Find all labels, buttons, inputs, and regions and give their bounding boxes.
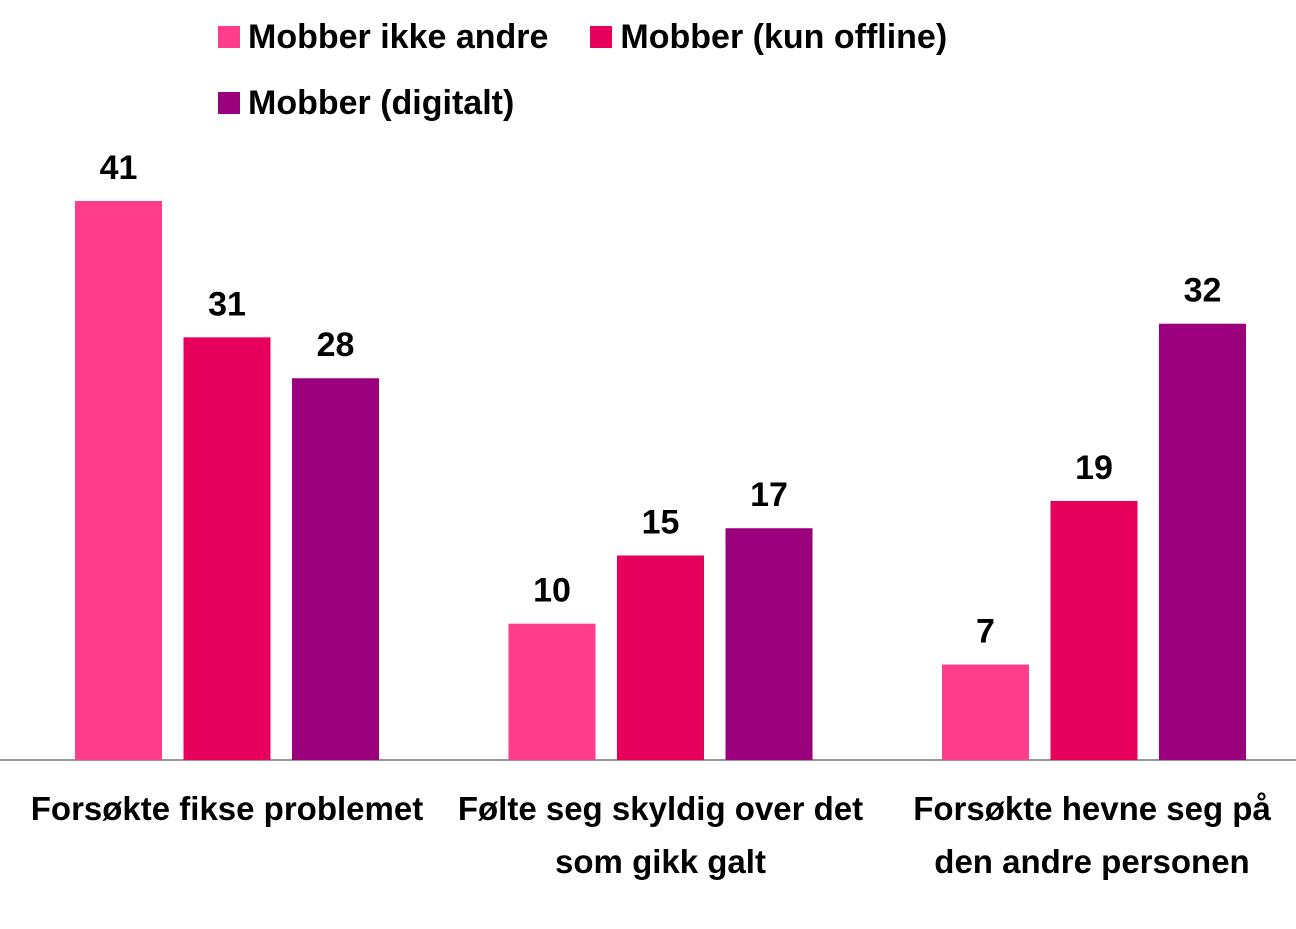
value-label: 15 [642,503,680,541]
value-label: 19 [1075,449,1113,487]
bar [508,623,596,760]
bar [1159,323,1246,760]
legend-swatch [218,26,240,48]
x-tick-label: Forsøkte fikse problemet [30,790,424,827]
value-label: 10 [533,572,571,610]
bar [183,337,271,760]
legend-label: Mobber (kun offline) [620,17,948,56]
x-tick-label: Forsøkte hevne seg på den andre personen [913,790,1271,880]
bar [75,201,162,760]
legend-label: Mobber (digitalt) [248,83,515,122]
value-label: 31 [208,285,246,323]
legend-swatch [590,26,613,48]
bar [617,555,704,760]
legend-item: Mobber (digitalt) [218,70,514,136]
bar [1050,500,1138,760]
value-label: 32 [1184,272,1222,310]
legend-swatch [218,92,240,114]
value-label: 28 [317,326,355,364]
legend-label: Mobber ikke andre [248,17,549,56]
bar [725,528,813,760]
value-label: 17 [750,476,788,514]
legend-item: Mobber ikke andre [218,4,548,70]
x-tick-label: Følte seg skyldig over det som gikk galt [457,790,864,880]
legend: Mobber ikke andre Mobber (kun offline) Mob… [218,4,1148,136]
bar [942,664,1029,760]
legend-item: Mobber (kun offline) [590,4,947,70]
value-label: 41 [100,149,138,187]
value-label: 7 [976,613,995,651]
bar [292,378,379,760]
